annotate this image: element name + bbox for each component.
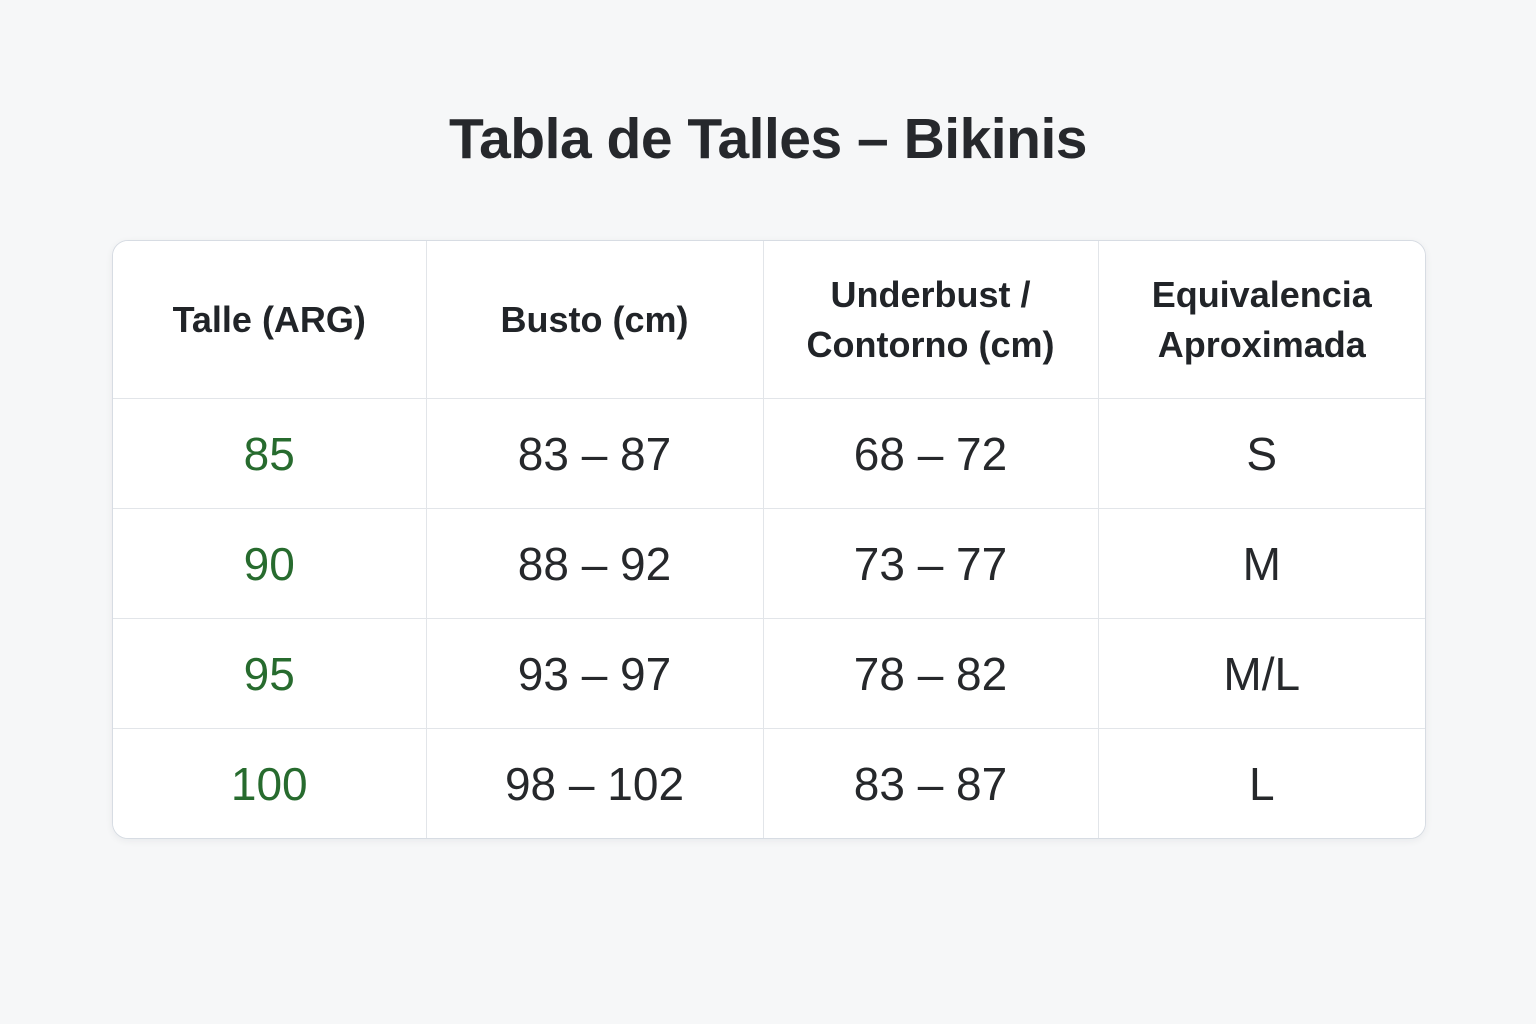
table-row: 95 93 – 97 78 – 82 M/L (113, 618, 1425, 729)
col-header-underbust-contorno: Underbust / Contorno (cm) (762, 241, 1098, 399)
cell-busto: 98 – 102 (425, 728, 763, 838)
cell-underbust: 78 – 82 (762, 618, 1098, 729)
page-title: Tabla de Talles – Bikinis (449, 107, 1087, 171)
cell-talle: 90 (113, 508, 426, 619)
col-header-busto: Busto (cm) (425, 241, 763, 399)
col-header-equivalencia: Equivalencia Aproximada (1097, 241, 1425, 399)
cell-talle: 100 (113, 728, 426, 838)
cell-talle: 95 (113, 618, 426, 729)
col-header-talle-arg: Talle (ARG) (113, 241, 426, 399)
cell-underbust: 73 – 77 (762, 508, 1098, 619)
cell-underbust: 83 – 87 (762, 728, 1098, 838)
table-row: 100 98 – 102 83 – 87 L (113, 728, 1425, 838)
cell-equivalencia: L (1097, 728, 1425, 838)
cell-busto: 93 – 97 (425, 618, 763, 729)
cell-equivalencia: M (1097, 508, 1425, 619)
cell-busto: 88 – 92 (425, 508, 763, 619)
cell-busto: 83 – 87 (425, 398, 763, 509)
header-row: Talle (ARG) Busto (cm) Underbust / Conto… (113, 241, 1425, 399)
cell-underbust: 68 – 72 (762, 398, 1098, 509)
table-row: 85 83 – 87 68 – 72 S (113, 398, 1425, 509)
size-table: Talle (ARG) Busto (cm) Underbust / Conto… (113, 241, 1425, 838)
cell-talle: 85 (113, 398, 426, 509)
size-table-card: Talle (ARG) Busto (cm) Underbust / Conto… (112, 240, 1426, 839)
cell-equivalencia: M/L (1097, 618, 1425, 729)
cell-equivalencia: S (1097, 398, 1425, 509)
table-row: 90 88 – 92 73 – 77 M (113, 508, 1425, 619)
